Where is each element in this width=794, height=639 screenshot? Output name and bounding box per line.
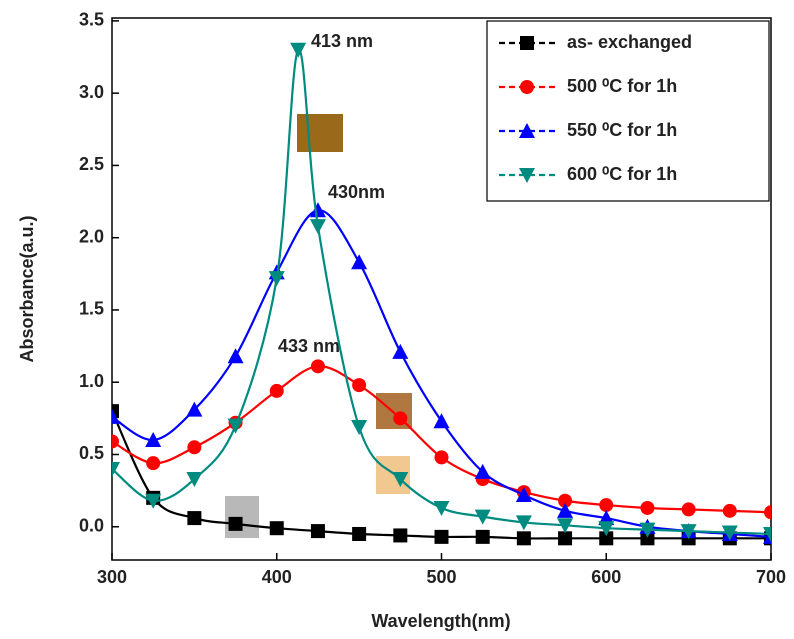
x-tick-label: 700: [756, 567, 786, 587]
legend-box: [486, 20, 770, 202]
marker: [393, 528, 408, 543]
marker: [763, 526, 771, 542]
annotation: 413 nm: [311, 31, 373, 51]
y-tick-label: 3.0: [79, 82, 104, 102]
legend-label: as- exchanged: [567, 32, 692, 52]
legend-label: 600 ⁰C for 1h: [567, 164, 677, 184]
marker: [722, 503, 737, 518]
color-swatch: [297, 114, 343, 152]
marker: [516, 531, 531, 546]
marker: [640, 531, 655, 546]
marker: [145, 493, 162, 509]
marker: [393, 411, 408, 426]
plot-area: [112, 42, 771, 546]
marker: [269, 521, 284, 536]
marker: [515, 486, 532, 502]
marker: [434, 529, 449, 544]
x-tick-label: 500: [426, 567, 456, 587]
marker: [598, 521, 615, 537]
series-line: [112, 48, 771, 536]
marker: [352, 526, 367, 541]
y-tick-label: 2.0: [79, 226, 104, 246]
marker: [227, 418, 244, 434]
marker: [640, 500, 655, 515]
marker: [557, 518, 574, 534]
marker: [186, 472, 203, 488]
marker: [310, 359, 325, 374]
marker: [268, 271, 285, 287]
x-tick-label: 300: [97, 567, 127, 587]
series-line: [112, 209, 771, 538]
marker: [515, 515, 532, 531]
marker: [352, 378, 367, 393]
marker: [639, 522, 656, 538]
marker: [557, 502, 574, 518]
marker: [433, 413, 450, 429]
marker: [187, 440, 202, 455]
legend-label: 550 ⁰C for 1h: [567, 120, 677, 140]
marker: [474, 509, 491, 525]
marker: [351, 254, 368, 270]
marker: [681, 502, 696, 517]
marker: [680, 524, 697, 540]
marker: [434, 450, 449, 465]
marker: [290, 42, 307, 58]
y-axis-label: Absorbance(a.u.): [17, 215, 37, 362]
y-tick-label: 0.0: [79, 516, 104, 536]
marker: [351, 420, 368, 436]
series-line: [112, 365, 771, 514]
marker: [558, 531, 573, 546]
annotation: 430nm: [328, 182, 385, 202]
y-tick-label: 1.5: [79, 299, 104, 319]
marker: [519, 168, 535, 183]
y-tick-label: 3.5: [79, 10, 104, 30]
marker: [764, 505, 771, 520]
marker: [599, 498, 614, 513]
marker: [310, 524, 325, 539]
marker: [392, 343, 409, 359]
marker: [309, 219, 326, 235]
marker: [558, 493, 573, 508]
marker: [519, 123, 535, 138]
marker: [187, 511, 202, 526]
y-tick-label: 0.5: [79, 443, 104, 463]
marker: [392, 472, 409, 488]
marker: [599, 531, 614, 546]
marker: [227, 348, 244, 364]
x-tick-label: 400: [262, 567, 292, 587]
legend-label: 500 ⁰C for 1h: [567, 76, 677, 96]
series-line: [112, 410, 771, 540]
marker: [475, 529, 490, 544]
marker: [433, 500, 450, 516]
marker: [309, 202, 326, 218]
marker: [269, 383, 284, 398]
marker: [112, 461, 120, 477]
y-tick-label: 1.0: [79, 371, 104, 391]
marker: [146, 456, 161, 471]
marker: [112, 404, 119, 419]
marker: [112, 434, 119, 449]
marker: [520, 36, 534, 50]
x-axis-label: Wavelength(nm): [371, 611, 510, 631]
annotation: 433 nm: [278, 336, 340, 356]
marker: [474, 463, 491, 479]
y-tick-label: 2.5: [79, 154, 104, 174]
marker: [145, 432, 162, 448]
marker: [721, 525, 738, 541]
marker: [112, 408, 120, 424]
marker: [228, 516, 243, 531]
marker: [186, 401, 203, 417]
x-tick-label: 600: [591, 567, 621, 587]
marker: [520, 80, 534, 94]
